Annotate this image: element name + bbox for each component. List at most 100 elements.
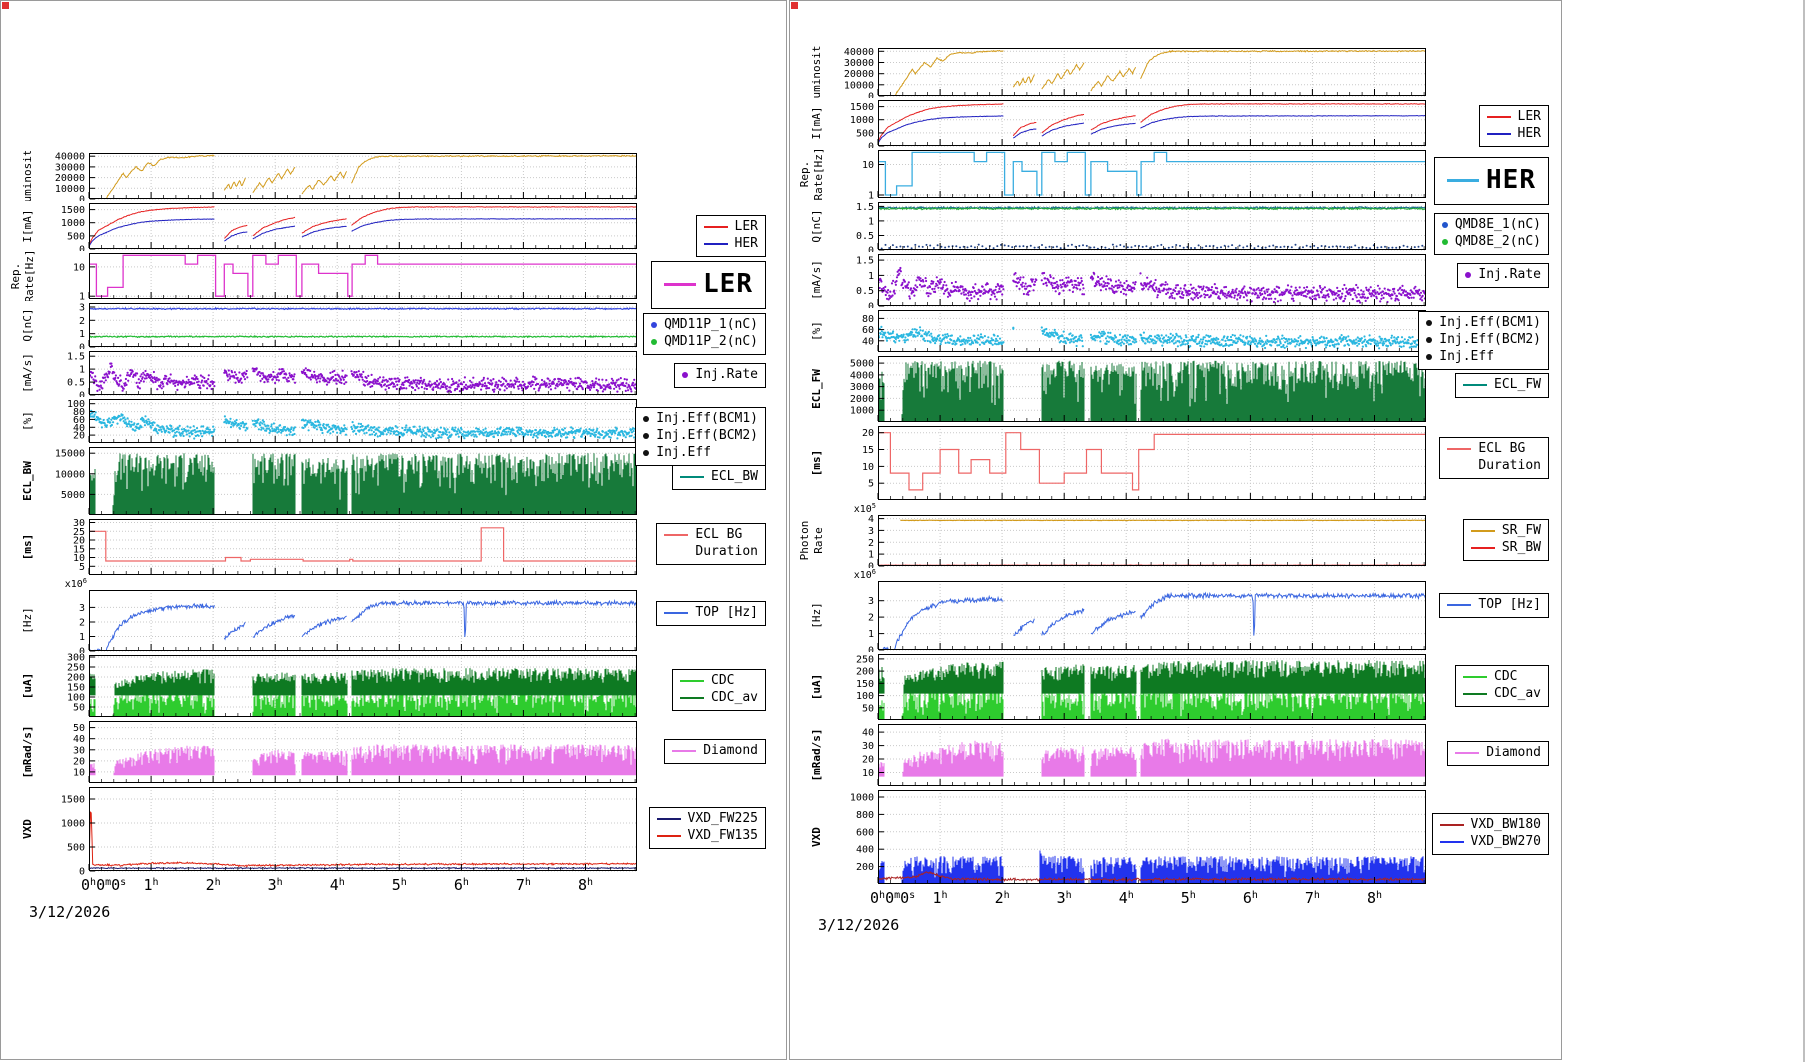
legend-vxd: VXD_BW180 VXD_BW270 [1431,813,1549,855]
svg-text:0: 0 [79,343,85,350]
legend-label: Inj.Eff(BCM2) [656,427,758,443]
line-marker [664,551,688,553]
legend-label: Inj.Eff(BCM1) [1439,315,1541,330]
svg-text:ECL_BW: ECL_BW [21,461,34,501]
svg-text:200: 200 [67,673,85,684]
legend-label: CDC_av [1494,685,1541,701]
legend-label: Diamond [1486,745,1541,760]
legend-ring-currents: LER HER [695,215,766,257]
subplot-rep-rate: 1 10 Rep. Rate[Hz] [9,251,637,301]
svg-text:0: 0 [868,302,874,309]
dot-marker [643,450,650,457]
line-marker [656,835,681,838]
legend-label: Diamond [703,743,758,758]
date-label: 3/12/2026 [818,916,900,934]
svg-text:3h: 3h [268,876,283,894]
line-marker [672,750,697,753]
svg-text:3: 3 [79,603,85,614]
line-marker [703,226,728,229]
legend-label: VXD_FW135 [687,827,758,843]
legend-ecl-bg: ECL BG Duration [1439,437,1549,479]
svg-text:1500: 1500 [61,795,85,806]
svg-text:0.5: 0.5 [67,378,85,389]
dot-marker [1441,239,1448,246]
legend-label: CDC [1494,669,1518,684]
legend-label: TOP [Hz] [1478,597,1541,612]
svg-text:50: 50 [73,703,85,714]
svg-text:25: 25 [73,527,85,538]
svg-text:50: 50 [73,723,85,734]
svg-text:[mA/s]: [mA/s] [810,260,823,300]
legend-label: QMD11P_1(nC) [664,317,758,332]
legend-label: Inj.Eff(BCM1) [656,411,758,426]
legend-label: Duration [695,543,758,559]
line-marker [1486,116,1511,119]
svg-text:10000: 10000 [844,80,874,91]
svg-text:20: 20 [73,536,85,547]
line-marker [664,534,689,537]
svg-text:30000: 30000 [844,58,874,69]
dot-marker [651,339,658,346]
svg-text:Rep.: Rep. [9,263,22,290]
svg-text:0h0m0s: 0h0m0s [81,876,126,894]
svg-text:2: 2 [79,618,85,629]
legend-ecl-fw: ECL_FW [1455,373,1549,398]
svg-text:30: 30 [73,518,85,529]
ler-monitor-window: 0 10000 20000 30000 40000 Luminosity 0 500 1000 1… [0,0,787,1060]
svg-text:[mA/s]: [mA/s] [21,353,34,393]
legend-label: HER [1517,125,1541,141]
legend-label: SR_FW [1501,523,1541,538]
plot-stack-right: 0 10000 20000 30000 40000 Luminosity 0 500 1000 1… [790,46,1432,912]
legend-label: SR_BW [1501,539,1541,555]
svg-text:[mRad/s]: [mRad/s] [21,726,34,779]
subplot-ecl-bw: 5000 10000 15000 ECL_BW [21,447,637,515]
svg-text:0: 0 [79,391,85,398]
subplot-current: 0 500 1000 1500 I[mA] [21,203,637,251]
legend-label: Inj.Eff [656,444,712,460]
svg-text:[%]: [%] [21,411,34,431]
svg-text:1: 1 [79,292,85,301]
line-marker [664,612,689,615]
legend-inj-rate: Inj.Rate [674,363,766,388]
svg-text:10: 10 [73,262,85,273]
svg-text:40: 40 [73,734,85,745]
dot-marker [1465,272,1472,279]
svg-text:Luminosity: Luminosity [21,151,34,201]
legend-inj-rate: Inj.Rate [1457,263,1549,288]
svg-text:I[mA]: I[mA] [810,106,823,139]
line-marker [1447,179,1480,183]
svg-text:Q[nC]: Q[nC] [810,209,823,242]
svg-text:100: 100 [67,399,85,410]
legend-sr: SR_FW SR_BW [1462,519,1549,561]
her-monitor-window: 0 10000 20000 30000 40000 Luminosity 0 500 1000 1… [789,0,1562,1060]
svg-text:150: 150 [67,683,85,694]
line-marker [1439,824,1464,827]
svg-text:1: 1 [868,216,874,227]
legend-label: CDC [711,673,735,688]
svg-text:1.5: 1.5 [856,256,874,267]
svg-text:20000: 20000 [55,173,85,184]
svg-text:40000: 40000 [844,47,874,58]
legend-label: VXD_BW180 [1470,817,1541,832]
dot-marker [643,416,650,423]
line-marker [1439,841,1464,844]
svg-text:Rate[Hz]: Rate[Hz] [812,148,825,200]
svg-text:20000: 20000 [844,69,874,80]
line-marker [1486,133,1511,136]
svg-text:1: 1 [79,632,85,643]
line-marker [1463,384,1488,387]
subplot-inj-rate: 0 0.5 1 1.5 [mA/s] [21,351,637,398]
svg-text:500: 500 [67,843,85,854]
line-marker [1447,604,1472,607]
line-marker [703,243,728,246]
dot-marker [1426,337,1433,344]
legend-label: LER [734,219,758,234]
svg-text:60: 60 [73,415,85,426]
svg-text:0.5: 0.5 [856,231,874,242]
screen-edge [1803,0,1805,1062]
